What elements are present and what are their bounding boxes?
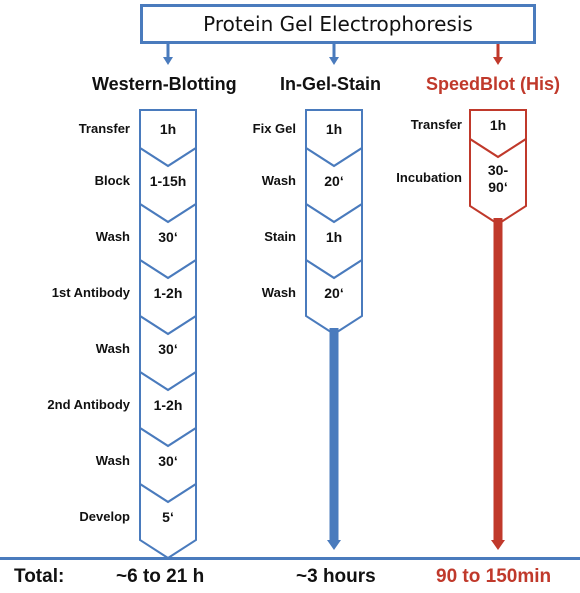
step-duration-western-6: 1-2h bbox=[153, 397, 183, 413]
step-label-western-6: 2nd Antibody bbox=[47, 397, 130, 412]
connector-arrowhead-ingel bbox=[329, 57, 339, 65]
connector-arrowhead-western bbox=[163, 57, 173, 65]
step-duration-ingel-3: 1h bbox=[325, 229, 343, 245]
heading-in-gel-stain: In-Gel-Stain bbox=[280, 74, 382, 94]
step-duration-ingel-4: 20‘ bbox=[324, 285, 344, 301]
step-label-ingel-1: Fix Gel bbox=[252, 121, 296, 136]
step-label-speedblot-1: Transfer bbox=[410, 116, 462, 132]
step-duration-speedblot-1: 1h bbox=[489, 116, 507, 133]
title-box: Protein Gel Electrophoresis bbox=[140, 4, 536, 44]
total-label: Total: bbox=[14, 566, 65, 587]
step-duration-western-4: 1-2h bbox=[153, 285, 183, 301]
step-duration-western-2: 1-15h bbox=[149, 173, 187, 189]
step-duration-western-8: 5‘ bbox=[162, 509, 174, 525]
timeline-arrowhead-speedblot bbox=[491, 540, 505, 550]
chevron-speedblot-2 bbox=[469, 137, 527, 226]
baseline-divider bbox=[0, 557, 580, 560]
heading-speedblot: SpeedBlot (His) bbox=[426, 74, 561, 94]
step-label-speedblot-2: Incubation bbox=[396, 169, 462, 185]
timeline-arrowhead-ingel bbox=[327, 540, 341, 550]
total-speedblot: 90 to 150min bbox=[436, 566, 552, 587]
step-duration-western-7: 30‘ bbox=[158, 453, 178, 469]
step-label-ingel-3: Stain bbox=[264, 229, 296, 244]
step-label-ingel-2: Wash bbox=[261, 173, 296, 188]
step-label-western-8: Develop bbox=[79, 509, 130, 524]
timeline-bar-ingel bbox=[329, 328, 339, 542]
step-label-western-2: Block bbox=[94, 173, 130, 188]
step-duration-western-5: 30‘ bbox=[158, 341, 178, 357]
step-label-western-4: 1st Antibody bbox=[51, 285, 130, 300]
step-duration-speedblot-2: 30- 90‘ bbox=[487, 161, 509, 195]
total-western-blotting: ~6 to 21 h bbox=[116, 566, 205, 587]
diagram-title: Protein Gel Electrophoresis bbox=[203, 12, 473, 36]
step-label-western-3: Wash bbox=[95, 229, 130, 244]
heading-western-blotting: Western-Blotting bbox=[92, 74, 237, 94]
step-duration-ingel-1: 1h bbox=[325, 121, 343, 137]
step-duration-western-3: 30‘ bbox=[158, 229, 178, 245]
connector-arrowhead-speedblot bbox=[493, 57, 503, 65]
step-label-ingel-4: Wash bbox=[261, 285, 296, 300]
step-label-western-7: Wash bbox=[95, 453, 130, 468]
timeline-bar-speedblot bbox=[493, 218, 503, 542]
step-label-western-1: Transfer bbox=[78, 121, 130, 136]
step-duration-western-1: 1h bbox=[159, 121, 177, 137]
step-label-western-5: Wash bbox=[95, 341, 130, 356]
total-in-gel-stain: ~3 hours bbox=[296, 566, 376, 587]
step-duration-ingel-2: 20‘ bbox=[324, 173, 344, 189]
chevron-ingel-4 bbox=[305, 258, 363, 336]
chevron-western-8 bbox=[139, 482, 197, 560]
